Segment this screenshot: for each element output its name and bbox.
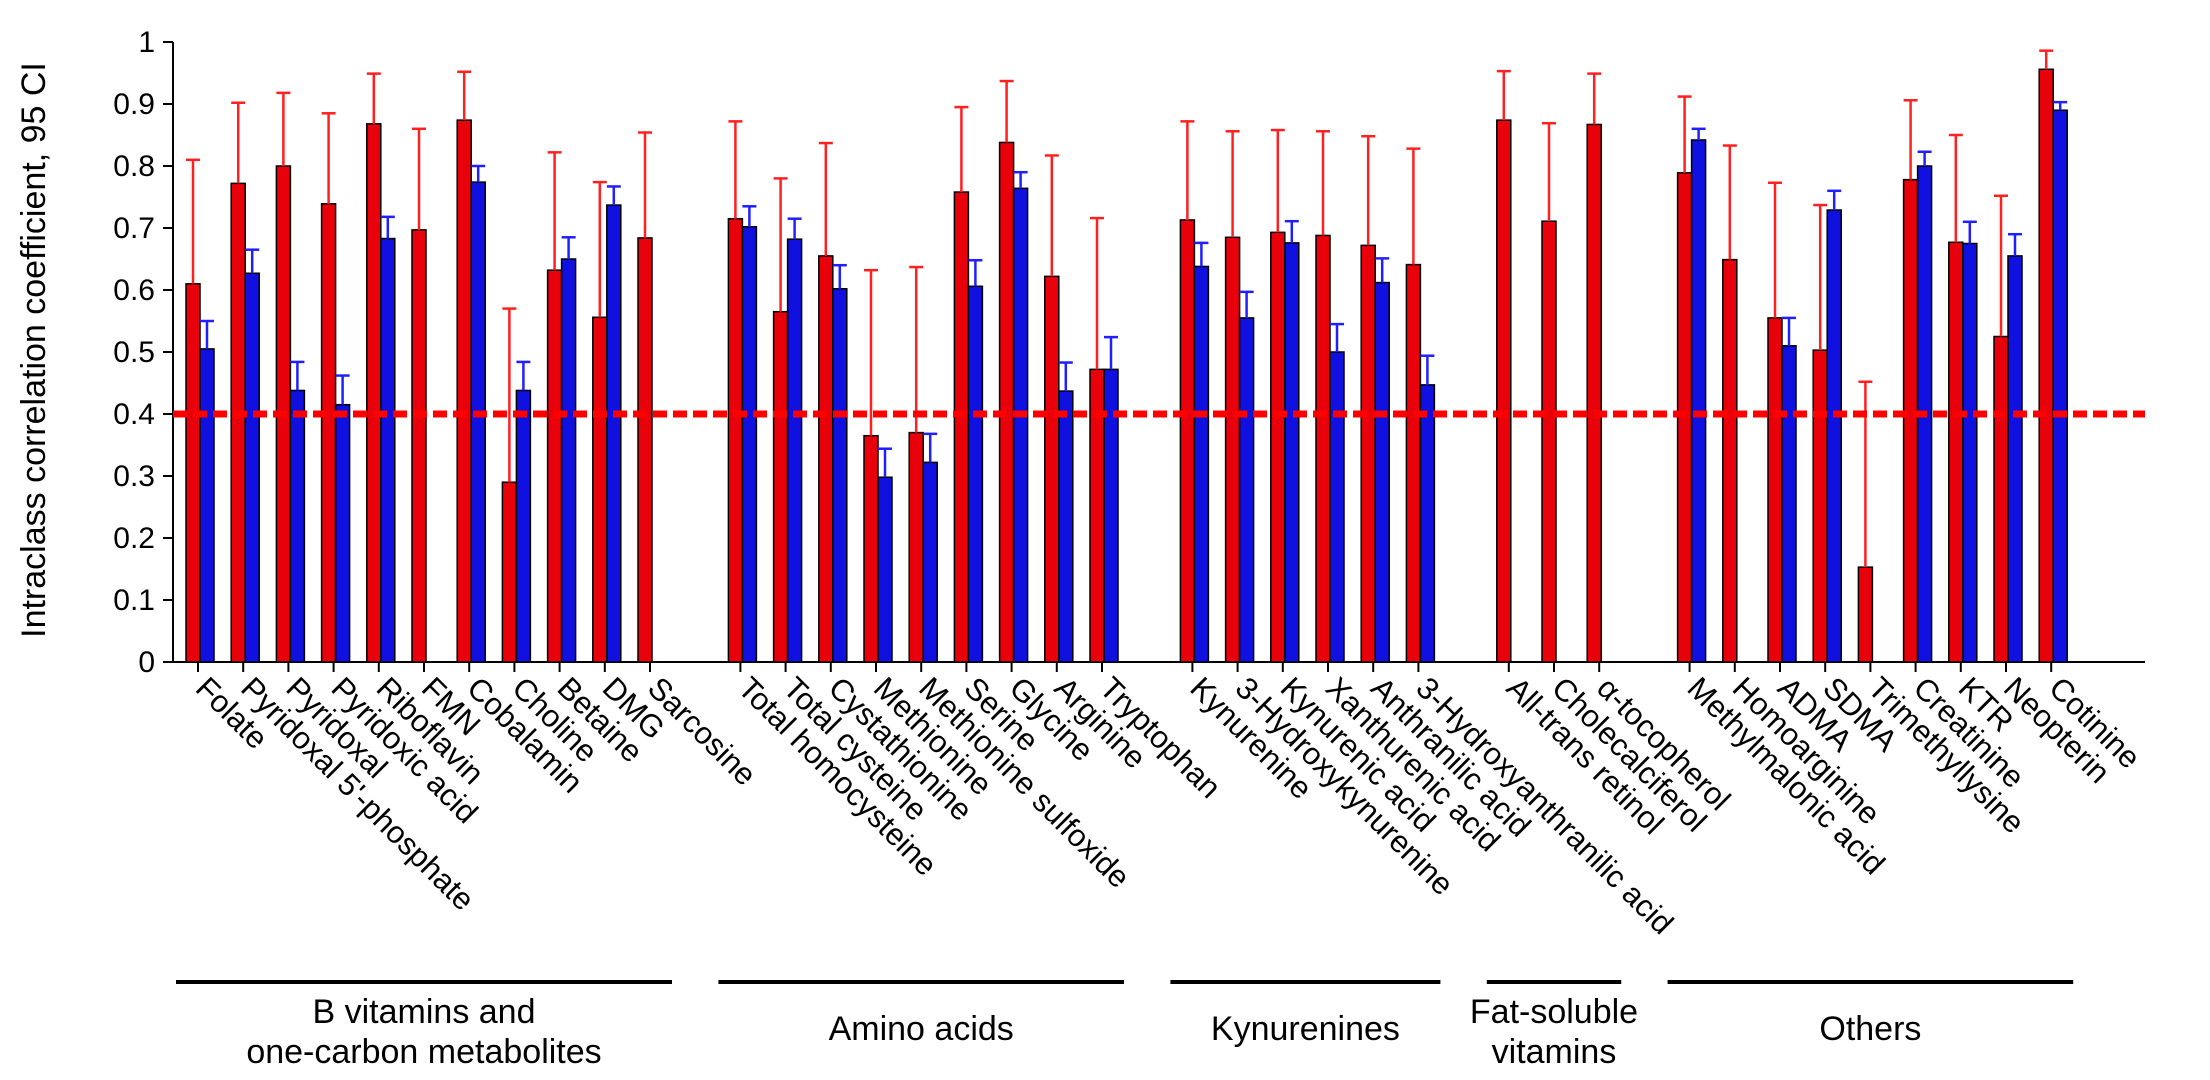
bar-blue [1238, 317, 1255, 663]
group-label: Kynurenines [1211, 1010, 1400, 1048]
bar-red [1722, 258, 1738, 663]
bar-red [1496, 119, 1512, 663]
bar-red [998, 141, 1015, 663]
bar-red [727, 217, 744, 663]
axes: 0 0.1 0.2 0.3 0.4 0.5 0.6 0.7 0.8 0.9 1 [113, 26, 2145, 679]
bar-red [185, 283, 201, 663]
bar-blue [2007, 255, 2023, 663]
bar-blue [470, 181, 486, 663]
group-label: vitamins [1492, 1033, 1617, 1071]
y-tick-label: 1 [138, 26, 155, 59]
y-tick-label: 0 [138, 646, 155, 679]
bar-blue [1329, 351, 1345, 663]
bar-red [1044, 275, 1060, 663]
bar-blue [289, 389, 306, 663]
bar-red [411, 229, 427, 663]
bar-blue [560, 258, 577, 663]
y-tick-label: 0.1 [113, 584, 155, 617]
bar-blue [1690, 139, 1707, 663]
group-label: one-carbon metabolites [246, 1033, 601, 1071]
bar-blue [1012, 187, 1029, 663]
bar-blue [515, 389, 532, 663]
bar-red [456, 119, 472, 663]
bar-blue [606, 204, 622, 663]
bar-red [1857, 566, 1874, 663]
bar-red [772, 310, 789, 663]
y-axis-title: Intraclass correlation coefficient, 95 C… [15, 62, 53, 638]
group-label: B vitamins and [313, 993, 536, 1031]
bar-red [908, 431, 924, 663]
bar-blue [199, 348, 215, 663]
bar-red [637, 237, 653, 663]
bar-red [1179, 219, 1196, 663]
bar-red [501, 481, 518, 663]
group-label: Fat-soluble [1470, 993, 1638, 1031]
bar-blue [786, 238, 803, 663]
y-tick-label: 0.4 [113, 398, 155, 431]
bar-blue [1374, 281, 1390, 663]
bar-red [818, 255, 834, 663]
bars [185, 49, 2068, 663]
group-label: Amino acids [829, 1010, 1014, 1048]
bar-blue [1781, 345, 1797, 663]
bar-red [546, 269, 563, 663]
bar-blue [244, 272, 260, 663]
y-tick-label: 0.5 [113, 336, 155, 369]
bar-blue [1284, 242, 1300, 663]
bar-blue [967, 285, 984, 663]
y-tick-label: 0.8 [113, 150, 155, 183]
bar-red [1812, 349, 1828, 663]
bar-blue [922, 461, 938, 663]
bar-blue [334, 403, 351, 663]
bar-red [592, 316, 608, 663]
bar-red [1993, 335, 2009, 663]
bar-red [1767, 317, 1783, 663]
bar-blue [2052, 109, 2068, 663]
bar-blue [1826, 209, 1842, 663]
bar-blue [877, 476, 893, 663]
bar-red [953, 191, 970, 663]
bar-blue [1193, 265, 1210, 663]
bar-blue [380, 237, 396, 663]
y-tick-label: 0.7 [113, 212, 155, 245]
y-tick-label: 0.6 [113, 274, 155, 307]
group-label: Others [1819, 1010, 1921, 1048]
bar-red [2038, 68, 2054, 663]
y-tick-label: 0.2 [113, 522, 155, 555]
bar-red [1360, 244, 1376, 663]
bar-red [863, 434, 879, 663]
y-tick-label: 0.3 [113, 460, 155, 493]
bar-red [1405, 263, 1422, 663]
bar-blue [1962, 242, 1978, 663]
bar-blue [1058, 390, 1074, 663]
bar-red [366, 123, 382, 663]
bar-blue [1419, 384, 1436, 663]
bar-red [230, 182, 246, 663]
bar-red [1224, 236, 1241, 663]
y-tick-label: 0.9 [113, 88, 155, 121]
bar-red [1902, 178, 1919, 663]
bar-red [1586, 123, 1602, 663]
bar-red [1541, 220, 1557, 663]
bar-blue [741, 226, 758, 663]
bar-red [1315, 234, 1331, 663]
bar-blue [832, 288, 848, 663]
bar-red [1270, 231, 1286, 663]
bar-red [320, 203, 337, 663]
bar-red [1948, 241, 1964, 663]
